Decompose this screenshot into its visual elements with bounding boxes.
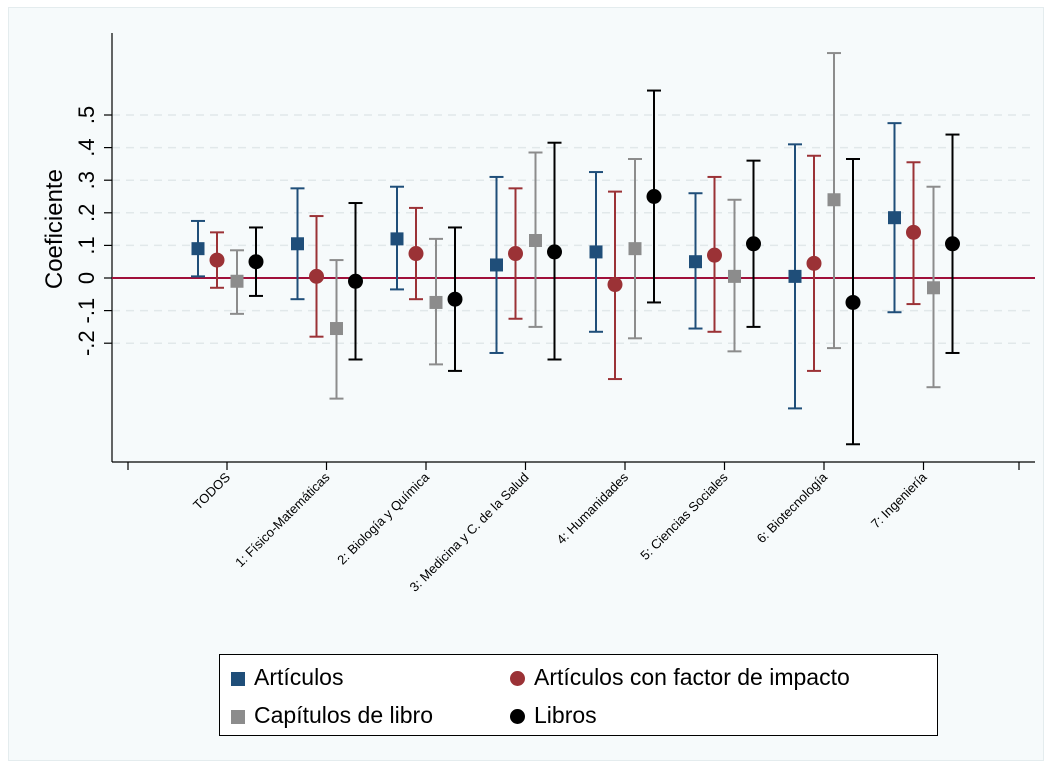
legend-marker-libros [510,709,525,724]
x-tick-label: 5: Ciencias Sociales [637,469,731,563]
series-0 [191,122,902,410]
x-tick-label: 3: Medicina y C. de la Salud [407,470,532,595]
point-estimate [348,273,363,289]
grid-lines [112,114,1035,344]
point-estimate [845,294,861,310]
point-estimate [888,211,901,225]
point-estimate [945,236,960,252]
point-estimate [906,224,921,240]
point-estimate [788,269,802,283]
point-estimate [291,237,304,251]
y-tick-label: .2 [74,204,99,222]
point-estimate [827,193,841,207]
y-axis-title: Coeficiente [41,169,68,289]
series-2 [230,52,941,400]
point-estimate [806,255,822,271]
point-estimate [248,254,264,270]
point-estimate [689,255,702,269]
legend-label-capitulos: Capítulos de libro [254,702,433,728]
point-estimate [589,245,603,259]
y-ticks: -.2 -.1 0 .1 .2 .3 .4 .5 [74,106,112,356]
legend-marker-articulos-factor-impacto [510,671,525,686]
point-estimate [746,236,761,252]
point-estimate [646,189,662,204]
point-estimate [927,281,940,295]
y-tick-label: .5 [74,106,99,124]
point-estimate [209,252,225,268]
series-1 [209,154,921,381]
legend-label-articulos-factor-impacto: Artículos con factor de impacto [534,664,850,690]
legend-marker-articulos [231,672,245,686]
point-estimate [628,242,642,256]
point-estimate [230,274,244,288]
legend-marker-capitulos [231,710,245,724]
y-tick-label: -.1 [74,298,99,324]
point-estimate [607,277,623,293]
y-tick-label: .3 [74,171,99,189]
x-tick-label: 2: Biología y Química [334,469,433,568]
point-estimate [728,269,741,283]
series-marks [191,52,960,446]
point-estimate [390,232,404,246]
point-estimate [447,291,463,307]
x-tick-label: 7: Ingeniería [868,469,930,531]
y-tick-label: .4 [74,138,99,156]
point-estimate [529,234,542,248]
point-estimate [429,295,443,309]
legend-label-libros: Libros [534,702,597,728]
point-estimate [330,322,343,336]
legend: Artículos Artículos con factor de impact… [219,654,938,736]
legend-label-articulos: Artículos [254,664,344,690]
series-3 [248,89,960,446]
point-estimate [508,246,523,262]
y-tick-label: 0 [74,272,99,284]
chart-background [8,7,1044,761]
point-estimate [309,268,324,284]
point-estimate [191,242,205,256]
point-estimate [408,246,424,262]
y-tick-label: .1 [74,236,99,254]
x-tick-label: TODOS [190,469,233,512]
point-estimate [490,258,503,272]
x-tick-label: 4: Humanidades [554,469,632,547]
point-estimate [707,247,722,263]
y-tick-label: -.2 [74,330,99,356]
x-tick-label: 6: Biotecnología [754,469,831,546]
x-tick-label: 1: Físico-Matemáticas [232,469,333,570]
point-estimate [547,244,562,260]
